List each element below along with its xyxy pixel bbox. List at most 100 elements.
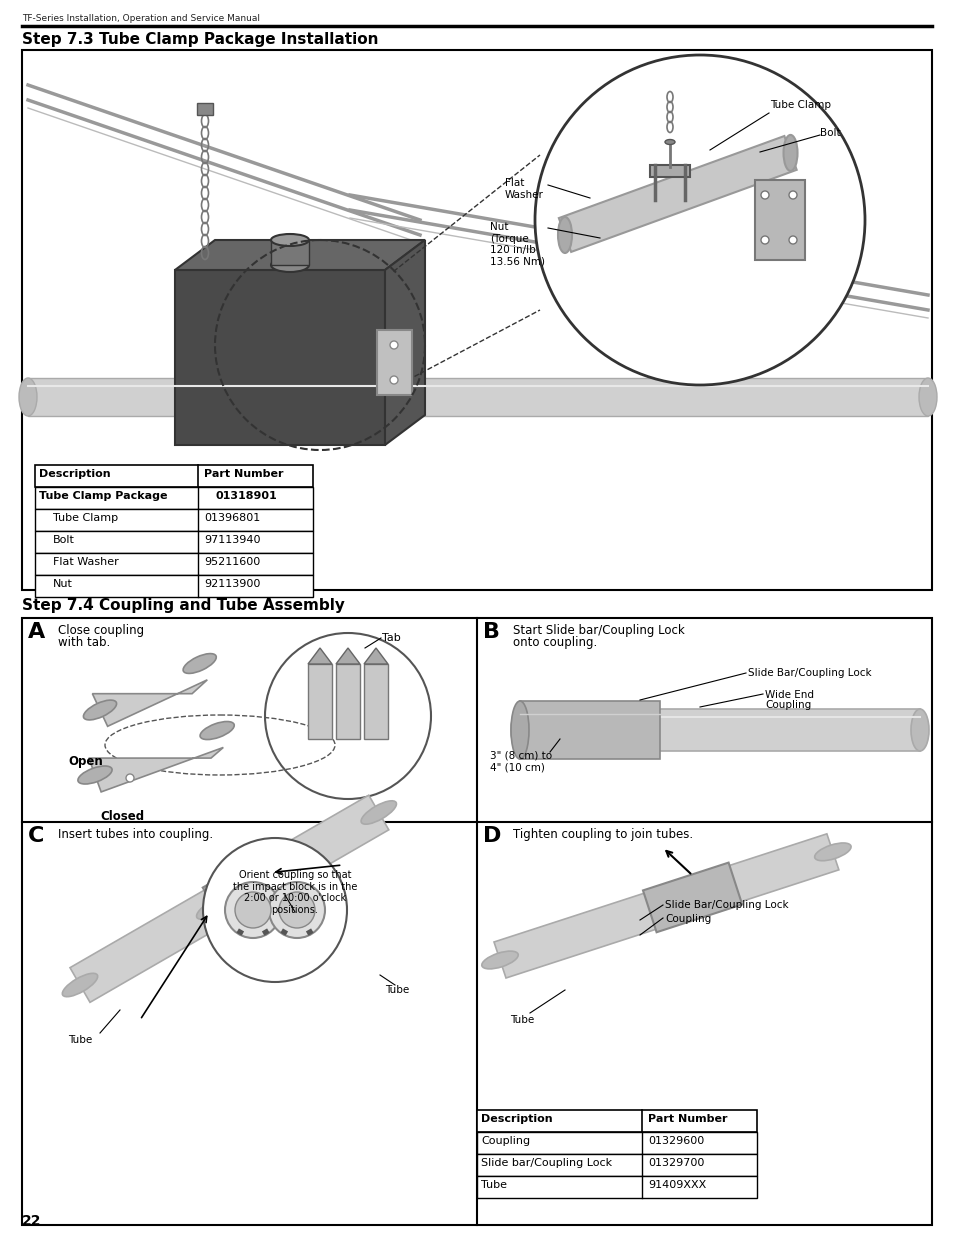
- Ellipse shape: [910, 709, 928, 751]
- Circle shape: [126, 774, 133, 782]
- Bar: [271, 240, 309, 266]
- Ellipse shape: [19, 378, 37, 416]
- Polygon shape: [364, 648, 388, 664]
- Text: 22: 22: [22, 1214, 42, 1228]
- Text: 01329600: 01329600: [647, 1136, 703, 1146]
- Text: with tab.: with tab.: [58, 636, 111, 650]
- Circle shape: [265, 634, 431, 799]
- Text: Coupling: Coupling: [480, 1136, 530, 1146]
- Text: Tube Clamp Package: Tube Clamp Package: [39, 492, 168, 501]
- Ellipse shape: [83, 700, 116, 720]
- Bar: [476, 1110, 757, 1132]
- Text: 3" (8 cm) to: 3" (8 cm) to: [490, 750, 552, 760]
- Ellipse shape: [200, 721, 234, 740]
- Text: Bolt: Bolt: [53, 535, 74, 545]
- Text: D: D: [482, 826, 501, 846]
- Polygon shape: [262, 929, 270, 936]
- Circle shape: [535, 56, 864, 385]
- Circle shape: [390, 375, 397, 384]
- Bar: [35, 553, 313, 576]
- Text: Bolt: Bolt: [820, 128, 840, 138]
- Circle shape: [203, 839, 347, 982]
- Ellipse shape: [918, 378, 936, 416]
- Polygon shape: [494, 834, 838, 978]
- Ellipse shape: [511, 709, 529, 751]
- Text: Tighten coupling to join tubes.: Tighten coupling to join tubes.: [513, 827, 693, 841]
- Circle shape: [278, 892, 314, 927]
- Text: Part Number: Part Number: [647, 1114, 727, 1124]
- Circle shape: [390, 341, 397, 350]
- Bar: [308, 664, 332, 739]
- Text: Slide Bar/Coupling Lock: Slide Bar/Coupling Lock: [664, 900, 788, 910]
- Ellipse shape: [481, 951, 517, 969]
- Text: Step 7.3 Tube Clamp Package Installation: Step 7.3 Tube Clamp Package Installation: [22, 32, 378, 47]
- Polygon shape: [89, 747, 223, 792]
- Bar: [35, 576, 313, 597]
- Text: 4" (10 cm): 4" (10 cm): [490, 762, 544, 772]
- Text: 01318901: 01318901: [215, 492, 277, 501]
- Text: 92113900: 92113900: [204, 579, 260, 589]
- Text: Slide bar/Coupling Lock: Slide bar/Coupling Lock: [480, 1158, 612, 1168]
- Text: Nut
(Torque
120 in/lb
13.56 Nm): Nut (Torque 120 in/lb 13.56 Nm): [490, 222, 544, 267]
- Ellipse shape: [78, 766, 112, 784]
- Ellipse shape: [183, 653, 216, 673]
- Ellipse shape: [814, 844, 850, 861]
- Text: 01329700: 01329700: [647, 1158, 703, 1168]
- Ellipse shape: [271, 233, 309, 246]
- Text: Part Number: Part Number: [204, 469, 283, 479]
- Text: Insert tubes into coupling.: Insert tubes into coupling.: [58, 827, 213, 841]
- Text: Open: Open: [68, 755, 103, 768]
- Text: Slide Bar/Coupling Lock: Slide Bar/Coupling Lock: [747, 668, 871, 678]
- Circle shape: [788, 236, 796, 245]
- Bar: [558, 136, 796, 252]
- Polygon shape: [280, 929, 288, 936]
- Text: 97113940: 97113940: [204, 535, 260, 545]
- Text: Step 7.4 Coupling and Tube Assembly: Step 7.4 Coupling and Tube Assembly: [22, 598, 345, 613]
- Ellipse shape: [511, 701, 529, 760]
- Bar: [519, 701, 659, 760]
- Text: Start Slide bar/Coupling Lock: Start Slide bar/Coupling Lock: [513, 624, 684, 637]
- Polygon shape: [203, 857, 277, 927]
- Text: Tube Clamp: Tube Clamp: [53, 513, 118, 522]
- Text: TF-Series Installation, Operation and Service Manual: TF-Series Installation, Operation and Se…: [22, 14, 260, 23]
- Text: 95211600: 95211600: [204, 557, 260, 567]
- Text: Tube: Tube: [510, 1015, 534, 1025]
- Circle shape: [760, 236, 768, 245]
- Text: 01396801: 01396801: [204, 513, 260, 522]
- Text: Tube: Tube: [385, 986, 409, 995]
- Bar: [476, 1132, 757, 1153]
- Bar: [22, 618, 931, 1225]
- Ellipse shape: [196, 895, 232, 919]
- Circle shape: [788, 191, 796, 199]
- Polygon shape: [174, 240, 424, 270]
- Bar: [476, 1176, 757, 1198]
- Text: C: C: [28, 826, 45, 846]
- Ellipse shape: [782, 135, 797, 170]
- Bar: [519, 709, 919, 751]
- Text: A: A: [28, 622, 45, 642]
- Polygon shape: [306, 929, 314, 936]
- Polygon shape: [642, 862, 741, 932]
- Bar: [174, 270, 385, 445]
- Polygon shape: [236, 929, 244, 936]
- Polygon shape: [308, 648, 332, 664]
- Polygon shape: [256, 795, 389, 895]
- Polygon shape: [335, 648, 359, 664]
- Bar: [22, 49, 931, 590]
- Bar: [28, 378, 927, 416]
- Polygon shape: [92, 679, 207, 726]
- Bar: [364, 664, 388, 739]
- Ellipse shape: [558, 217, 572, 253]
- Bar: [35, 509, 313, 531]
- Circle shape: [233, 888, 241, 897]
- Text: Wide End: Wide End: [764, 690, 813, 700]
- Text: onto coupling.: onto coupling.: [513, 636, 597, 650]
- Text: Coupling: Coupling: [764, 700, 810, 710]
- Bar: [35, 531, 313, 553]
- Text: Tube: Tube: [480, 1179, 506, 1191]
- Bar: [335, 664, 359, 739]
- Circle shape: [269, 882, 325, 939]
- Text: Coupling: Coupling: [664, 914, 711, 924]
- Text: Close coupling: Close coupling: [58, 624, 144, 637]
- Bar: [376, 330, 412, 395]
